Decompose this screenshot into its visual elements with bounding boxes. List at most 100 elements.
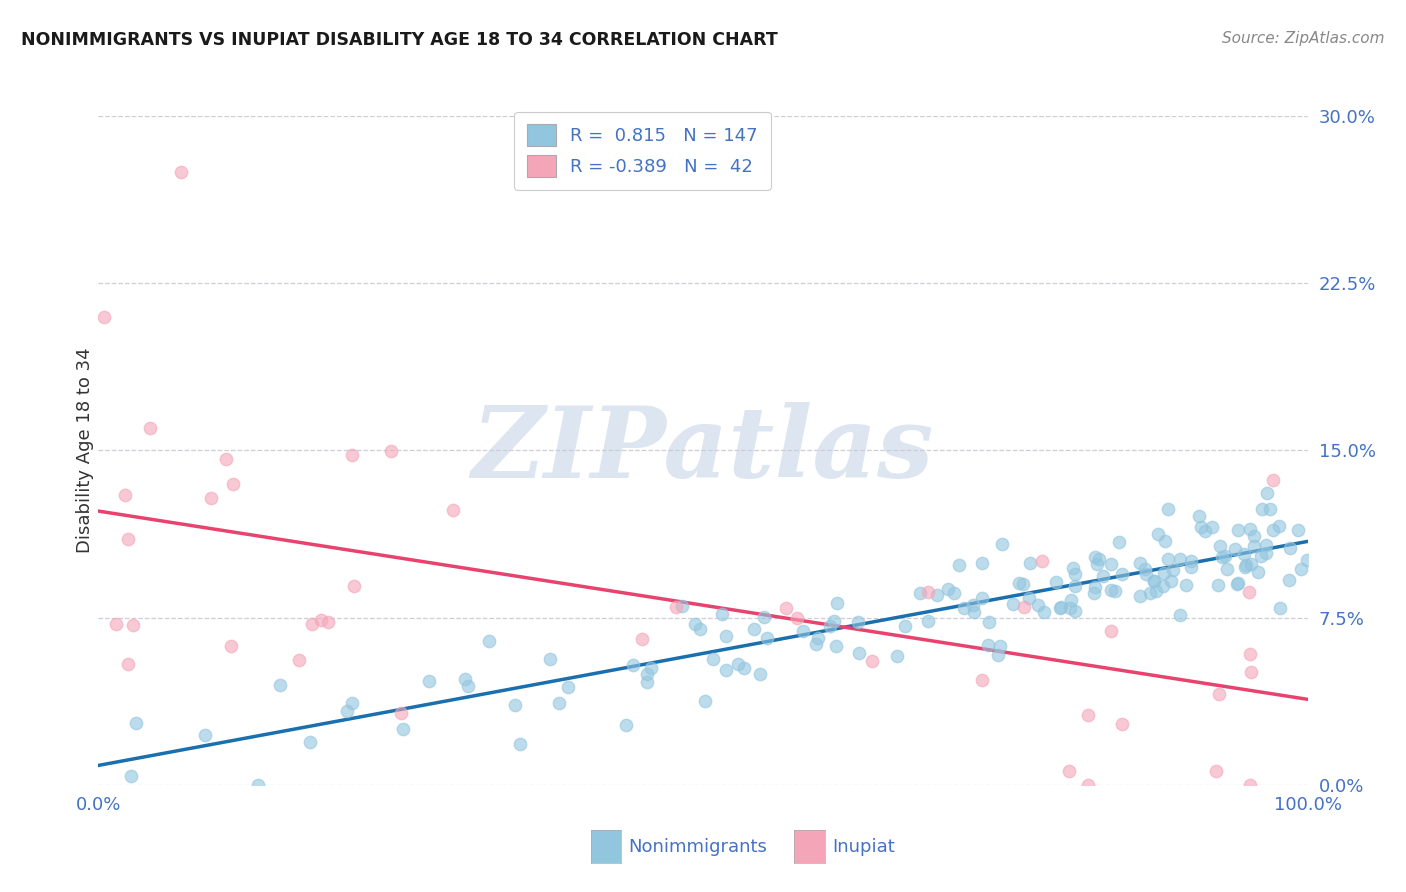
Point (910, 586, 932, 600)
Point (1085, 558, 1108, 572)
Point (1209, 539, 1232, 553)
Point (818, 619, 841, 633)
Point (124, 716, 146, 731)
Point (970, 591, 993, 605)
Point (714, 629, 737, 643)
Point (752, 609, 775, 624)
Point (1239, 647, 1261, 661)
Point (269, 677, 291, 691)
Point (693, 694, 716, 708)
Point (1032, 605, 1054, 619)
Point (1258, 502, 1281, 516)
Point (1077, 778, 1099, 792)
Point (301, 617, 323, 632)
Point (1139, 586, 1161, 600)
Text: Inupiat: Inupiat (832, 838, 896, 855)
Point (1180, 559, 1202, 574)
Point (970, 556, 993, 570)
Point (389, 706, 412, 721)
Point (716, 663, 738, 677)
Point (309, 613, 332, 627)
Point (222, 476, 245, 491)
Point (1144, 584, 1167, 599)
Point (1019, 557, 1042, 571)
Point (1240, 665, 1263, 680)
Point (807, 631, 830, 645)
Point (631, 632, 654, 647)
Point (1099, 582, 1122, 597)
Point (1064, 604, 1087, 618)
Point (727, 657, 749, 671)
Point (1291, 562, 1313, 576)
Point (1237, 584, 1260, 599)
Point (1108, 535, 1130, 549)
Point (1092, 569, 1115, 583)
Point (972, 673, 994, 687)
Point (1099, 557, 1122, 571)
Point (1175, 578, 1198, 592)
Point (1225, 542, 1247, 557)
Point (1201, 519, 1223, 533)
Point (538, 652, 561, 666)
Point (1008, 575, 1031, 590)
Point (1295, 553, 1317, 567)
Point (169, 164, 191, 178)
Point (1261, 523, 1284, 537)
Point (1267, 519, 1289, 533)
Point (1050, 599, 1073, 614)
Point (343, 579, 366, 593)
Point (990, 537, 1012, 551)
Point (1205, 764, 1227, 779)
Point (93, 310, 115, 324)
Point (1170, 607, 1192, 622)
Point (1088, 552, 1111, 566)
Point (1234, 558, 1257, 572)
Point (1227, 523, 1250, 537)
Point (457, 680, 479, 694)
Point (1161, 563, 1184, 577)
Point (917, 614, 939, 628)
Point (755, 632, 778, 646)
Point (340, 696, 363, 710)
Point (1180, 554, 1202, 568)
Point (1059, 600, 1081, 615)
Point (1243, 529, 1265, 543)
Point (1012, 576, 1035, 591)
Point (1286, 523, 1309, 537)
Point (640, 661, 662, 675)
Point (478, 634, 501, 648)
Point (247, 778, 270, 792)
Point (1111, 717, 1133, 731)
Point (786, 611, 808, 625)
Point (509, 737, 531, 751)
Point (1135, 566, 1157, 581)
Point (775, 601, 797, 615)
Point (1063, 566, 1085, 581)
Point (683, 617, 706, 632)
Point (976, 638, 998, 652)
Point (1129, 589, 1152, 603)
Point (117, 657, 139, 672)
Point (1188, 509, 1211, 524)
Point (1278, 541, 1301, 555)
Point (1143, 574, 1166, 589)
Legend: R =  0.815   N = 147, R = -0.389   N =  42: R = 0.815 N = 147, R = -0.389 N = 42 (515, 112, 770, 190)
Point (1254, 546, 1277, 560)
Point (636, 667, 658, 681)
Text: NONIMMIGRANTS VS INUPIAT DISABILITY AGE 18 TO 34 CORRELATION CHART: NONIMMIGRANTS VS INUPIAT DISABILITY AGE … (21, 31, 778, 49)
Point (548, 696, 571, 710)
Point (1239, 778, 1261, 792)
Point (1250, 549, 1272, 563)
Point (1213, 549, 1236, 564)
Point (1111, 566, 1133, 581)
Point (927, 588, 949, 602)
Point (1251, 502, 1274, 516)
Point (792, 624, 814, 638)
Point (1243, 539, 1265, 553)
Point (942, 586, 965, 600)
Y-axis label: Disability Age 18 to 34: Disability Age 18 to 34 (76, 348, 94, 553)
Point (1208, 688, 1230, 702)
Point (340, 448, 363, 462)
Point (120, 770, 142, 784)
Point (380, 444, 402, 458)
